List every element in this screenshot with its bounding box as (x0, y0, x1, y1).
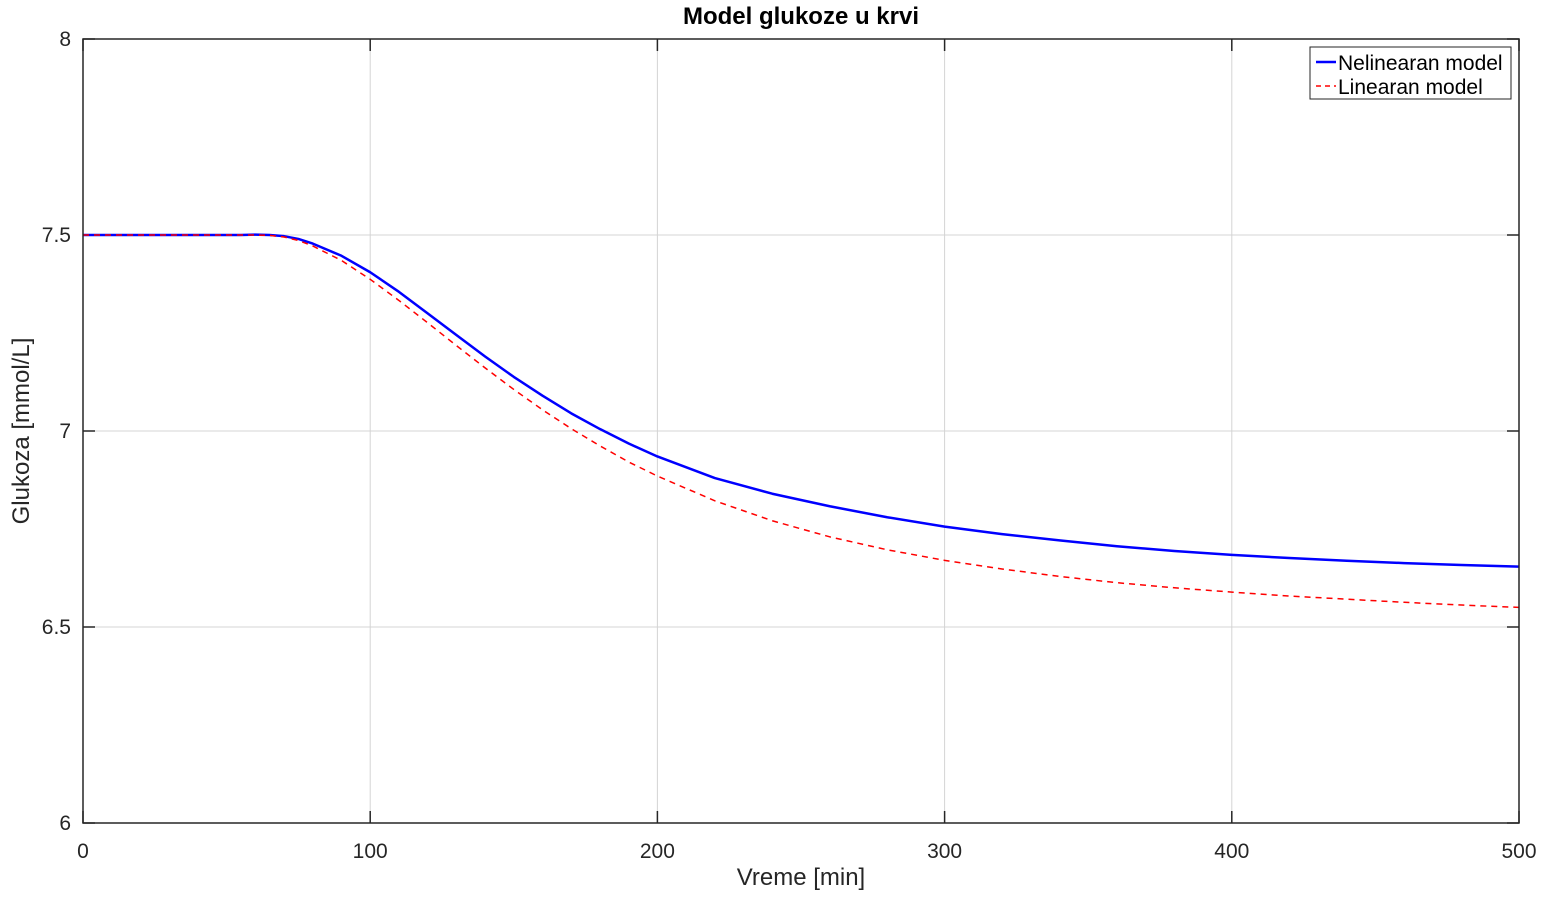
y-tick-label: 6 (59, 812, 71, 835)
plot-border (82, 38, 1520, 824)
x-tick-label: 200 (640, 840, 675, 863)
legend: Nelinearan model Linearan model (1309, 46, 1512, 100)
y-tick-label: 7.5 (42, 224, 71, 247)
x-axis-label: Vreme [min] (737, 864, 865, 891)
chart-title: Model glukoze u krvi (683, 3, 919, 30)
legend-box (1309, 46, 1512, 100)
x-tick-label: 500 (1501, 840, 1536, 863)
y-tick-label: 7 (59, 420, 71, 443)
legend-label-nelinearan: Nelinearan model (1338, 52, 1503, 75)
x-tick-label: 0 (77, 840, 89, 863)
x-tick-label: 300 (927, 840, 962, 863)
tick-labels: 0 100 200 300 400 500 6 6.5 7 7.5 8 (42, 28, 1537, 863)
y-axis-label: Glukoza [mmol/L] (8, 338, 35, 525)
series-line-linearan (83, 234, 1520, 609)
x-tick-label: 100 (353, 840, 388, 863)
legend-label-linearan: Linearan model (1338, 76, 1483, 99)
series-lines (83, 233, 1520, 609)
y-tick-label: 8 (59, 28, 71, 51)
x-tick-label: 400 (1214, 840, 1249, 863)
grid-lines (83, 39, 1519, 823)
y-tick-label: 6.5 (42, 616, 71, 639)
